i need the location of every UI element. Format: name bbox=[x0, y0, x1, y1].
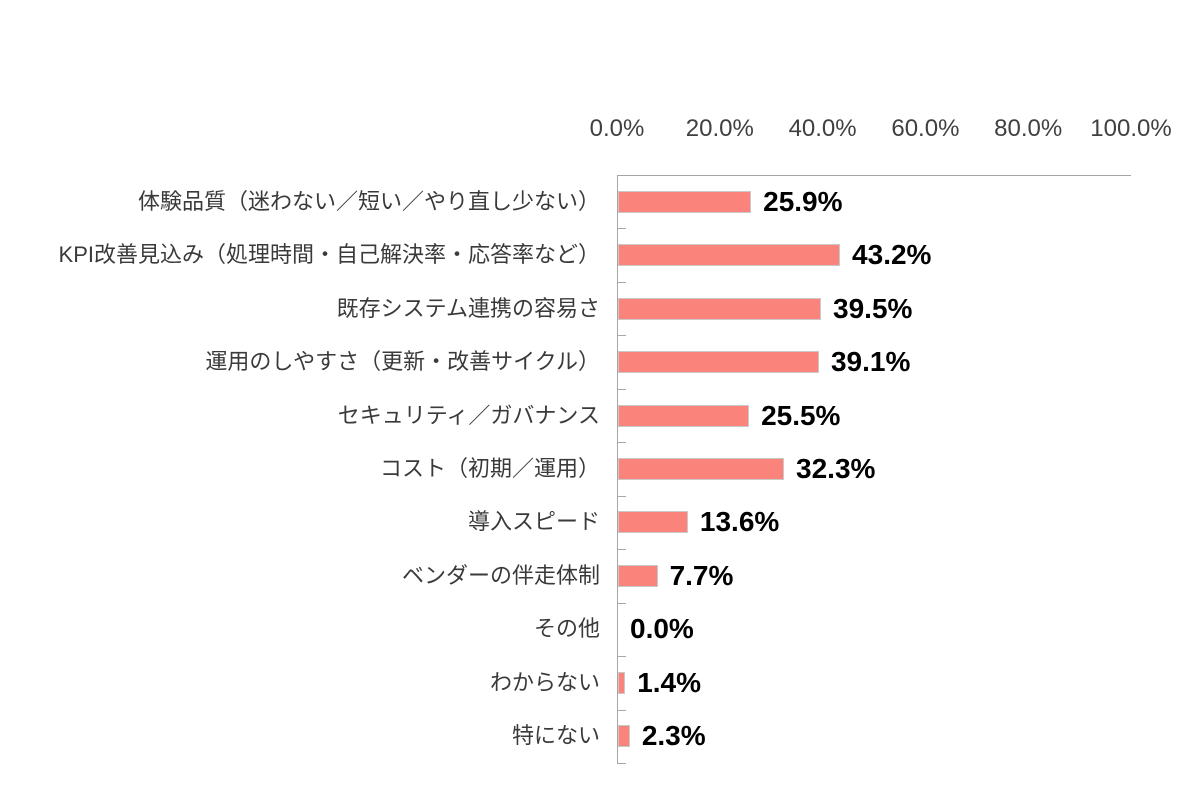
y-axis-tick-mark bbox=[617, 763, 626, 764]
bar bbox=[618, 725, 630, 748]
x-axis-tick-label: 100.0% bbox=[1090, 115, 1172, 142]
x-axis-tick-label: 20.0% bbox=[685, 115, 754, 142]
bar bbox=[618, 671, 626, 694]
y-axis-tick-mark bbox=[617, 281, 626, 283]
value-label: 43.2% bbox=[852, 239, 932, 271]
category-label: 導入スピード bbox=[467, 509, 600, 535]
y-axis-tick-mark bbox=[617, 228, 626, 230]
bar bbox=[618, 404, 750, 427]
bar bbox=[618, 244, 841, 267]
plot-area bbox=[617, 175, 1131, 763]
value-label: 39.5% bbox=[833, 292, 913, 324]
category-label: セキュリティ／ガバナンス bbox=[337, 402, 600, 428]
category-label: KPI改善見込み（処理時間・自己解決率・応答率など） bbox=[58, 242, 600, 268]
y-axis-tick-mark bbox=[617, 709, 626, 711]
y-axis-tick-mark bbox=[617, 656, 626, 658]
value-label: 2.3% bbox=[641, 720, 706, 752]
y-axis-tick-mark bbox=[617, 495, 626, 497]
bar bbox=[618, 190, 752, 213]
value-label: 13.6% bbox=[699, 506, 780, 538]
bar bbox=[618, 458, 785, 480]
x-axis-tick-label: 40.0% bbox=[788, 115, 857, 142]
y-axis-tick-mark bbox=[617, 335, 626, 337]
x-axis-tick-label: 60.0% bbox=[891, 115, 960, 142]
category-label: 運用のしやすさ（更新・改善サイクル） bbox=[205, 349, 600, 375]
value-label: 25.9% bbox=[763, 185, 843, 217]
value-label: 0.0% bbox=[630, 613, 694, 645]
category-label: その他 bbox=[533, 616, 600, 642]
x-axis-tick-label: 0.0% bbox=[589, 115, 645, 142]
bar bbox=[618, 351, 819, 374]
bar bbox=[618, 511, 688, 534]
category-label: ベンダーの伴走体制 bbox=[401, 562, 600, 588]
value-label: 7.7% bbox=[669, 559, 734, 591]
category-label: コスト（初期／運用） bbox=[379, 455, 600, 481]
value-label: 32.3% bbox=[796, 453, 876, 484]
value-label: 25.5% bbox=[761, 399, 841, 431]
value-label: 39.1% bbox=[830, 346, 911, 378]
bar bbox=[618, 297, 822, 320]
category-label: 体験品質（迷わない／短い／やり直し少ない） bbox=[137, 188, 600, 214]
category-label: 特にない bbox=[511, 723, 600, 749]
y-axis-tick-mark bbox=[617, 549, 626, 551]
category-label: 既存システム連携の容易さ bbox=[336, 295, 600, 321]
y-axis-tick-mark bbox=[617, 388, 626, 390]
bar bbox=[618, 564, 658, 587]
x-axis-tick-label: 80.0% bbox=[994, 115, 1063, 142]
category-label: わからない bbox=[489, 669, 600, 695]
value-label: 1.4% bbox=[637, 666, 702, 698]
y-axis-tick-mark bbox=[617, 602, 626, 604]
y-axis-tick-mark bbox=[617, 442, 626, 444]
